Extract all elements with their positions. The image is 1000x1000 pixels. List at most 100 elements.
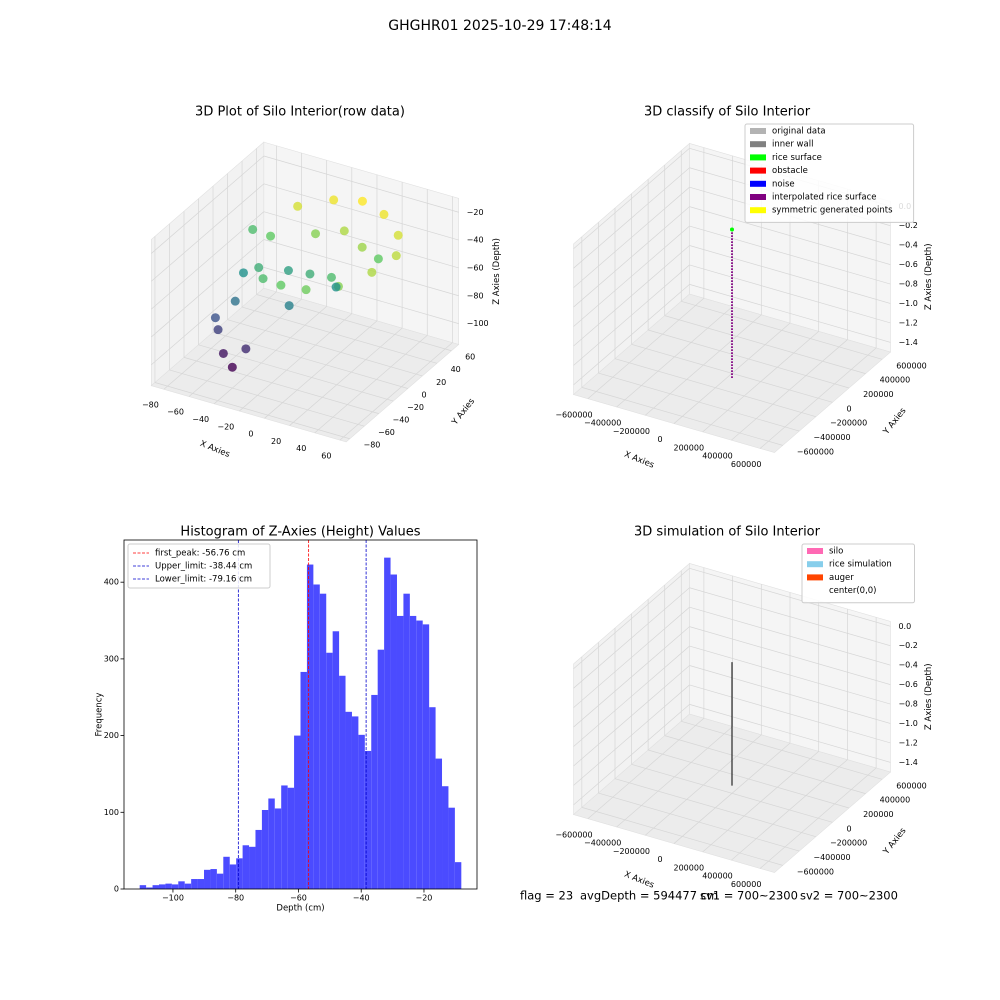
x-tick-label: 600000	[731, 880, 762, 889]
bar	[313, 584, 320, 889]
legend-label: first_peak: -56.76 cm	[155, 549, 245, 559]
grid-line	[263, 183, 459, 241]
y-tick-label: −200000	[830, 419, 867, 428]
legend-swatch	[750, 141, 766, 148]
legend-label: inner wall	[772, 140, 813, 150]
grid-line	[689, 606, 891, 666]
footer-text: sv2 = 700~2300	[800, 889, 898, 903]
y-tick-label: 600000	[896, 361, 927, 370]
point	[391, 251, 401, 261]
bar	[210, 869, 217, 889]
point	[230, 296, 240, 306]
bar	[236, 858, 243, 889]
x-axis-label: X Axies	[198, 439, 231, 460]
z-tick-label: −1.0	[898, 719, 917, 728]
x-tick-label: −40	[353, 894, 370, 903]
grid-line	[648, 749, 850, 809]
grid-line	[598, 792, 800, 852]
z-tick-label: −60	[467, 263, 484, 272]
bar	[223, 856, 230, 889]
x-tick-label: 0	[658, 855, 663, 864]
y-tick-label: −40	[393, 415, 410, 424]
grid-line	[689, 704, 891, 763]
x-tick-label: −200000	[613, 847, 650, 856]
bar	[204, 869, 211, 889]
bar	[152, 885, 159, 889]
bar	[416, 620, 423, 889]
y-tick-label: 0	[847, 404, 852, 413]
point	[326, 272, 336, 282]
z-tick-label: −0.8	[898, 280, 917, 289]
grid-line	[573, 167, 690, 269]
legend-swatch	[807, 561, 823, 568]
bar	[339, 675, 346, 889]
chart-title: 3D classify of Silo Interior	[644, 105, 811, 120]
x-tick-label: −600000	[555, 410, 592, 419]
grid-line	[598, 372, 800, 432]
point	[258, 274, 268, 284]
grid-line	[289, 327, 403, 426]
bar	[268, 798, 275, 889]
x-tick-label: 0	[248, 430, 253, 439]
grid-line	[573, 626, 690, 728]
x-tick-label: −200000	[613, 427, 650, 436]
bar	[158, 884, 166, 889]
point	[373, 254, 383, 264]
y-tick-label: 60	[465, 353, 475, 362]
bar	[178, 881, 185, 889]
grid-line	[314, 335, 428, 434]
y-tick-label: 200000	[863, 810, 894, 819]
z-tick-label: −0.2	[898, 221, 917, 230]
z-tick-label: −1.4	[898, 758, 917, 767]
legend-label: Upper_limit: -38.44 cm	[155, 562, 252, 572]
bar	[287, 787, 295, 889]
grid-line	[263, 267, 459, 324]
legend-swatch	[750, 207, 766, 214]
y-tick-label: −600000	[797, 447, 834, 456]
x-tick-label: 20	[271, 437, 281, 446]
grid-line	[681, 720, 883, 780]
bar	[184, 883, 192, 889]
bar	[429, 707, 436, 889]
bar	[294, 735, 301, 889]
grid-line	[573, 148, 690, 250]
y-tick-label: 300	[104, 654, 119, 663]
grid-line	[573, 284, 690, 386]
grid-line	[573, 704, 690, 806]
bar	[364, 750, 372, 889]
grid-line	[614, 358, 816, 418]
y-tick-label: 40	[451, 365, 461, 374]
grid-line	[689, 587, 891, 647]
grid-line	[648, 329, 850, 389]
bar	[435, 758, 443, 889]
point	[331, 282, 341, 292]
grid-line	[339, 342, 453, 441]
z-tick-label: −0.4	[898, 241, 917, 250]
bar	[274, 808, 282, 889]
grid-line	[213, 306, 327, 405]
grid-line	[151, 183, 265, 282]
z-tick-label: −1.2	[898, 318, 917, 327]
point	[254, 263, 264, 273]
point	[357, 242, 367, 252]
z-tick-label: −0.6	[898, 680, 917, 689]
legend-swatch	[807, 548, 823, 554]
point	[213, 325, 223, 335]
point	[283, 265, 293, 275]
grid-line	[681, 300, 883, 360]
x-tick-label: −400000	[584, 419, 621, 428]
legend-label: obstacle	[772, 166, 808, 176]
legend-swatch	[750, 194, 766, 200]
bar	[396, 615, 404, 889]
y-tick-label: 600000	[896, 781, 927, 790]
grid-line	[573, 645, 690, 747]
grid-line	[631, 344, 833, 403]
point	[284, 301, 294, 311]
grid-line	[581, 807, 783, 866]
point	[393, 230, 403, 240]
grid-line	[631, 764, 833, 823]
grid-line	[689, 206, 891, 265]
grid-line	[151, 239, 265, 338]
footer-text: flag = 23	[520, 889, 573, 903]
point	[311, 229, 321, 239]
